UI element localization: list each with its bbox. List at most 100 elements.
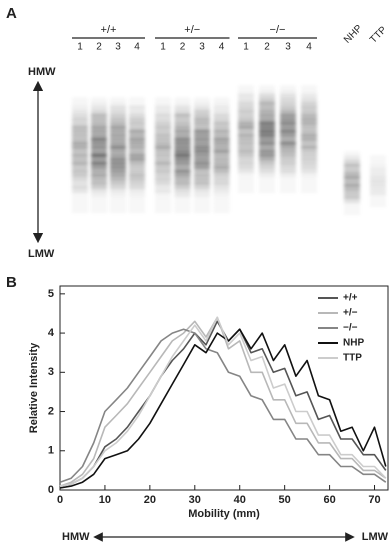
gel-lane [72, 98, 88, 213]
gel-band [91, 98, 107, 101]
gel-band [175, 154, 191, 157]
gel-band [129, 110, 145, 113]
gel-band [194, 170, 210, 173]
gel-band [370, 188, 386, 191]
gel-band [129, 198, 145, 201]
gel-band [259, 130, 275, 133]
gel-band [238, 130, 254, 133]
gel-band [175, 170, 191, 173]
gel-band [194, 138, 210, 141]
gel-band [280, 154, 296, 157]
gel-band [194, 186, 210, 189]
gel-band [280, 126, 296, 129]
gel-band [91, 114, 107, 117]
gel-band [238, 190, 254, 193]
gel-band [72, 114, 88, 117]
gel-band [129, 146, 145, 149]
gel-band [110, 206, 126, 209]
gel-band [72, 126, 88, 129]
gel-band [91, 166, 107, 169]
gel-band [91, 122, 107, 125]
gel-band [370, 184, 386, 187]
gel-band [194, 174, 210, 177]
gel-band [280, 106, 296, 109]
gel-band [175, 206, 191, 209]
gel-band [194, 134, 210, 137]
x-tick-label: 50 [279, 494, 291, 506]
gel-band [194, 194, 210, 197]
gel-band [301, 154, 317, 157]
gel-band [175, 106, 191, 109]
gel-band [194, 150, 210, 153]
gel-band [194, 122, 210, 125]
gel-band [155, 118, 171, 121]
gel-band [344, 156, 360, 159]
gel-band [344, 196, 360, 199]
gel-band [259, 94, 275, 97]
gel-band [129, 122, 145, 125]
gel-band [214, 210, 230, 213]
gel-band [280, 110, 296, 113]
gel-band [91, 210, 107, 213]
gel-band [155, 138, 171, 141]
gel-band [259, 154, 275, 157]
gel-band [214, 122, 230, 125]
page: {"panel_a": {"label": "A", "groups": [{"… [0, 0, 392, 546]
gel-band [72, 182, 88, 185]
gel-band [238, 182, 254, 185]
gel-band [110, 126, 126, 129]
gel-band [259, 186, 275, 189]
gel-band [129, 102, 145, 105]
gel-band [301, 174, 317, 177]
gel-band [259, 90, 275, 93]
gel-band [129, 190, 145, 193]
gel-band [301, 162, 317, 165]
gel-band [72, 186, 88, 189]
gel-band [91, 186, 107, 189]
gel-band [280, 94, 296, 97]
gel-band [129, 186, 145, 189]
gel-band [175, 174, 191, 177]
gel-band [259, 98, 275, 101]
gel-band [155, 206, 171, 209]
gel-band [280, 90, 296, 93]
gel-band [344, 184, 360, 187]
gel-lane [110, 98, 126, 213]
gel-band [344, 152, 360, 155]
gel-band [370, 192, 386, 195]
gel-band [259, 190, 275, 193]
gel-band [175, 158, 191, 161]
lane-label: 4 [134, 42, 140, 53]
legend-label: TTP [343, 353, 362, 364]
x-tick-label: 70 [368, 494, 380, 506]
gel-band [110, 122, 126, 125]
gel-band [72, 170, 88, 173]
gel-band [194, 114, 210, 117]
gel-band [280, 114, 296, 117]
gel-band [301, 158, 317, 161]
gel-band [72, 178, 88, 181]
gel-band [155, 190, 171, 193]
gel-band [238, 138, 254, 141]
gel-band [370, 156, 386, 159]
gel-band [129, 138, 145, 141]
gel-band [72, 130, 88, 133]
x-tick-label: 60 [323, 494, 335, 506]
lane-label: 3 [199, 42, 205, 53]
gel-band [214, 198, 230, 201]
gel-lane [259, 86, 275, 193]
gel-band [301, 106, 317, 109]
gel-band [72, 118, 88, 121]
gel-band [194, 198, 210, 201]
gel-band [155, 98, 171, 101]
gel-band [194, 102, 210, 105]
gel-band [155, 110, 171, 113]
gel-band [110, 102, 126, 105]
gel-band [194, 126, 210, 129]
gel-band [280, 86, 296, 89]
gel-band [194, 98, 210, 101]
gel-band [110, 98, 126, 101]
gel-band [72, 174, 88, 177]
gel-band [155, 170, 171, 173]
gel-lane [301, 86, 317, 193]
